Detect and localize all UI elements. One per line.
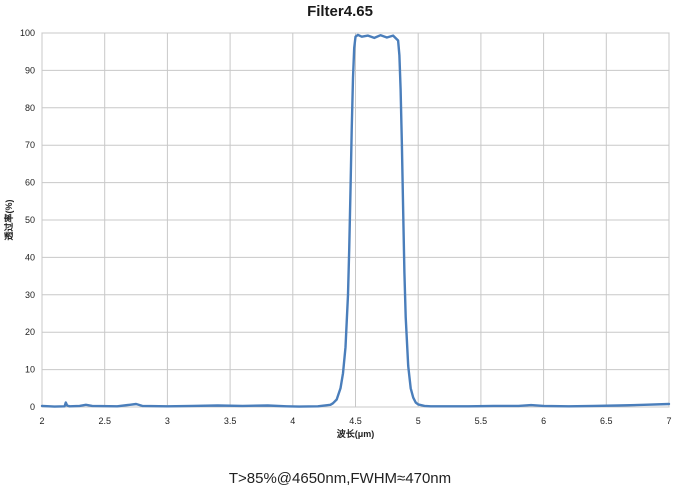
x-tick-label: 4.5 — [349, 416, 362, 426]
x-tick-label: 2 — [39, 416, 44, 426]
x-tick-label: 5 — [416, 416, 421, 426]
chart-title: Filter4.65 — [307, 3, 373, 20]
y-tick-label: 60 — [25, 178, 35, 188]
y-tick-label: 70 — [25, 140, 35, 150]
x-axis-label: 波长(μm) — [337, 428, 375, 439]
y-tick-label: 20 — [25, 327, 35, 337]
y-tick-label: 40 — [25, 252, 35, 262]
y-tick-label: 10 — [25, 365, 35, 375]
x-tick-label: 7 — [666, 416, 671, 426]
y-tick-label: 90 — [25, 65, 35, 75]
y-axis-label: 透过率(%) — [3, 200, 14, 241]
x-tick-label: 4 — [290, 416, 295, 426]
y-tick-label: 30 — [25, 290, 35, 300]
transmission-series-line — [40, 33, 671, 408]
x-tick-label: 6 — [541, 416, 546, 426]
y-tick-label: 50 — [25, 215, 35, 225]
y-tick-label: 0 — [30, 402, 35, 412]
y-tick-label: 100 — [20, 28, 35, 38]
x-tick-label: 2.5 — [98, 416, 111, 426]
y-tick-label: 80 — [25, 103, 35, 113]
x-tick-label: 3 — [165, 416, 170, 426]
x-tick-label: 6.5 — [600, 416, 613, 426]
x-tick-label: 3.5 — [224, 416, 237, 426]
x-tick-label: 5.5 — [475, 416, 488, 426]
spec-caption: T>85%@4650nm,FWHM≈470nm — [228, 470, 452, 487]
